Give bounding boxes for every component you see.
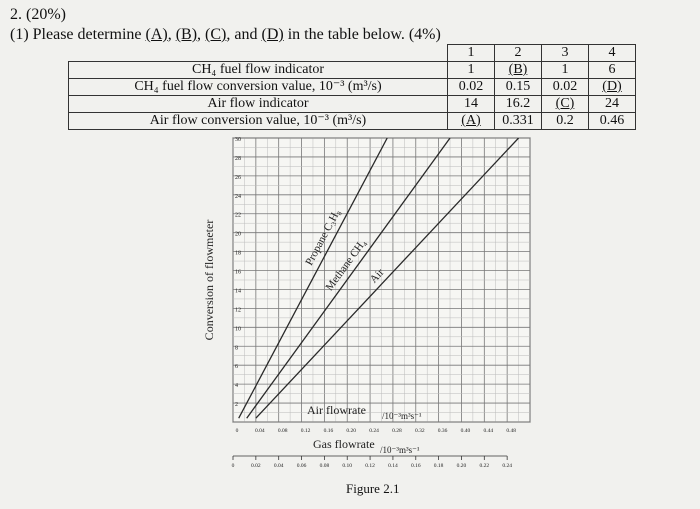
y-tick-label: 20	[235, 232, 241, 238]
gas-tick-label: 0.16	[411, 463, 421, 469]
gas-tick-label: 0.12	[365, 463, 375, 469]
gas-tick-label: 0.04	[274, 463, 284, 469]
y-tick-label: 30	[235, 137, 241, 143]
table-cell: 0.2	[541, 112, 589, 130]
y-tick-label: 14	[235, 288, 241, 294]
data-table: 1 2 3 4 CH₄ fuel flow indicator 1 (B) 1 …	[68, 44, 636, 130]
table-row: Air flow conversion value, 10⁻³ (m³/s) (…	[68, 112, 636, 130]
table-cell: 6	[588, 61, 636, 79]
gas-tick-label: 0.20	[457, 463, 467, 469]
air-axis-unit: /10⁻³m³s⁻¹	[382, 411, 422, 421]
y-tick-label: 22	[235, 213, 241, 219]
table-cell: 24	[588, 95, 636, 113]
table-cell: 16.2	[494, 95, 542, 113]
air-tick-label: 0.44	[483, 428, 493, 434]
row-label: CH₄ fuel flow indicator	[68, 61, 448, 79]
y-tick-label: 2	[235, 402, 238, 408]
table-cell-unknown: (B)	[494, 61, 542, 79]
y-tick-label: 28	[235, 156, 241, 162]
y-tick-label: 6	[235, 364, 238, 370]
y-tick-label: 10	[235, 326, 241, 332]
air-tick-label: 0.28	[392, 428, 402, 434]
air-tick-label: 0.48	[506, 428, 516, 434]
air-tick-label: 0.08	[278, 428, 288, 434]
gas-tick-label: 0.06	[297, 463, 307, 469]
air-axis-label: Air flowrate	[307, 403, 366, 417]
gas-axis-unit: /10⁻³m³s⁻¹	[380, 445, 420, 455]
y-tick-label: 26	[235, 175, 241, 181]
air-tick-label: 0.20	[346, 428, 356, 434]
table-cell: 14	[447, 95, 495, 113]
y-tick-label: 24	[235, 194, 241, 200]
air-tick-label: 0.04	[255, 428, 265, 434]
table-cell-unknown: (A)	[447, 112, 495, 130]
gas-axis-label: Gas flowrate	[313, 437, 375, 451]
air-tick-label: 0.24	[369, 428, 379, 434]
y-tick-label: 12	[235, 307, 241, 313]
series-line	[255, 138, 520, 419]
series-line	[246, 138, 451, 419]
row-label: Air flow conversion value, 10⁻³ (m³/s)	[68, 112, 448, 130]
problem-heading: 2. (20%)	[10, 6, 66, 23]
table-row: CH₄ fuel flow indicator 1 (B) 1 6	[68, 61, 636, 79]
air-tick-label: 0.12	[301, 428, 311, 434]
table-row: Air flow indicator 14 16.2 (C) 24	[68, 95, 636, 113]
figure-caption: Figure 2.1	[346, 481, 400, 496]
y-axis-label: Conversion of flowmeter	[202, 220, 216, 341]
series-line	[238, 138, 388, 419]
air-tick-label: 0	[236, 428, 239, 434]
y-tick-label: 18	[235, 251, 241, 257]
y-tick-label: 4	[235, 383, 238, 389]
gas-tick-label: 0.18	[434, 463, 444, 469]
air-tick-label: 0.36	[438, 428, 448, 434]
row-label: Air flow indicator	[68, 95, 448, 113]
gas-tick-label: 0.02	[251, 463, 261, 469]
gas-tick-label: 0.10	[342, 463, 352, 469]
table-cell: 0.46	[588, 112, 636, 130]
air-tick-label: 0.40	[461, 428, 471, 434]
gas-tick-label: 0.24	[502, 463, 512, 469]
air-tick-label: 0.32	[415, 428, 425, 434]
table-header-row: 1 2 3 4	[69, 44, 636, 62]
y-tick-label: 8	[235, 345, 238, 351]
air-tick-label: 0.16	[324, 428, 334, 434]
gas-tick-label: 0.22	[479, 463, 489, 469]
y-tick-label: 16	[235, 270, 241, 276]
gas-tick-label: 0	[232, 463, 235, 469]
gas-tick-label: 0.14	[388, 463, 398, 469]
gas-tick-label: 0.08	[320, 463, 330, 469]
question-text: (1) Please determine (A), (B), (C), and …	[10, 26, 441, 43]
table-cell: 0.15	[494, 78, 542, 96]
